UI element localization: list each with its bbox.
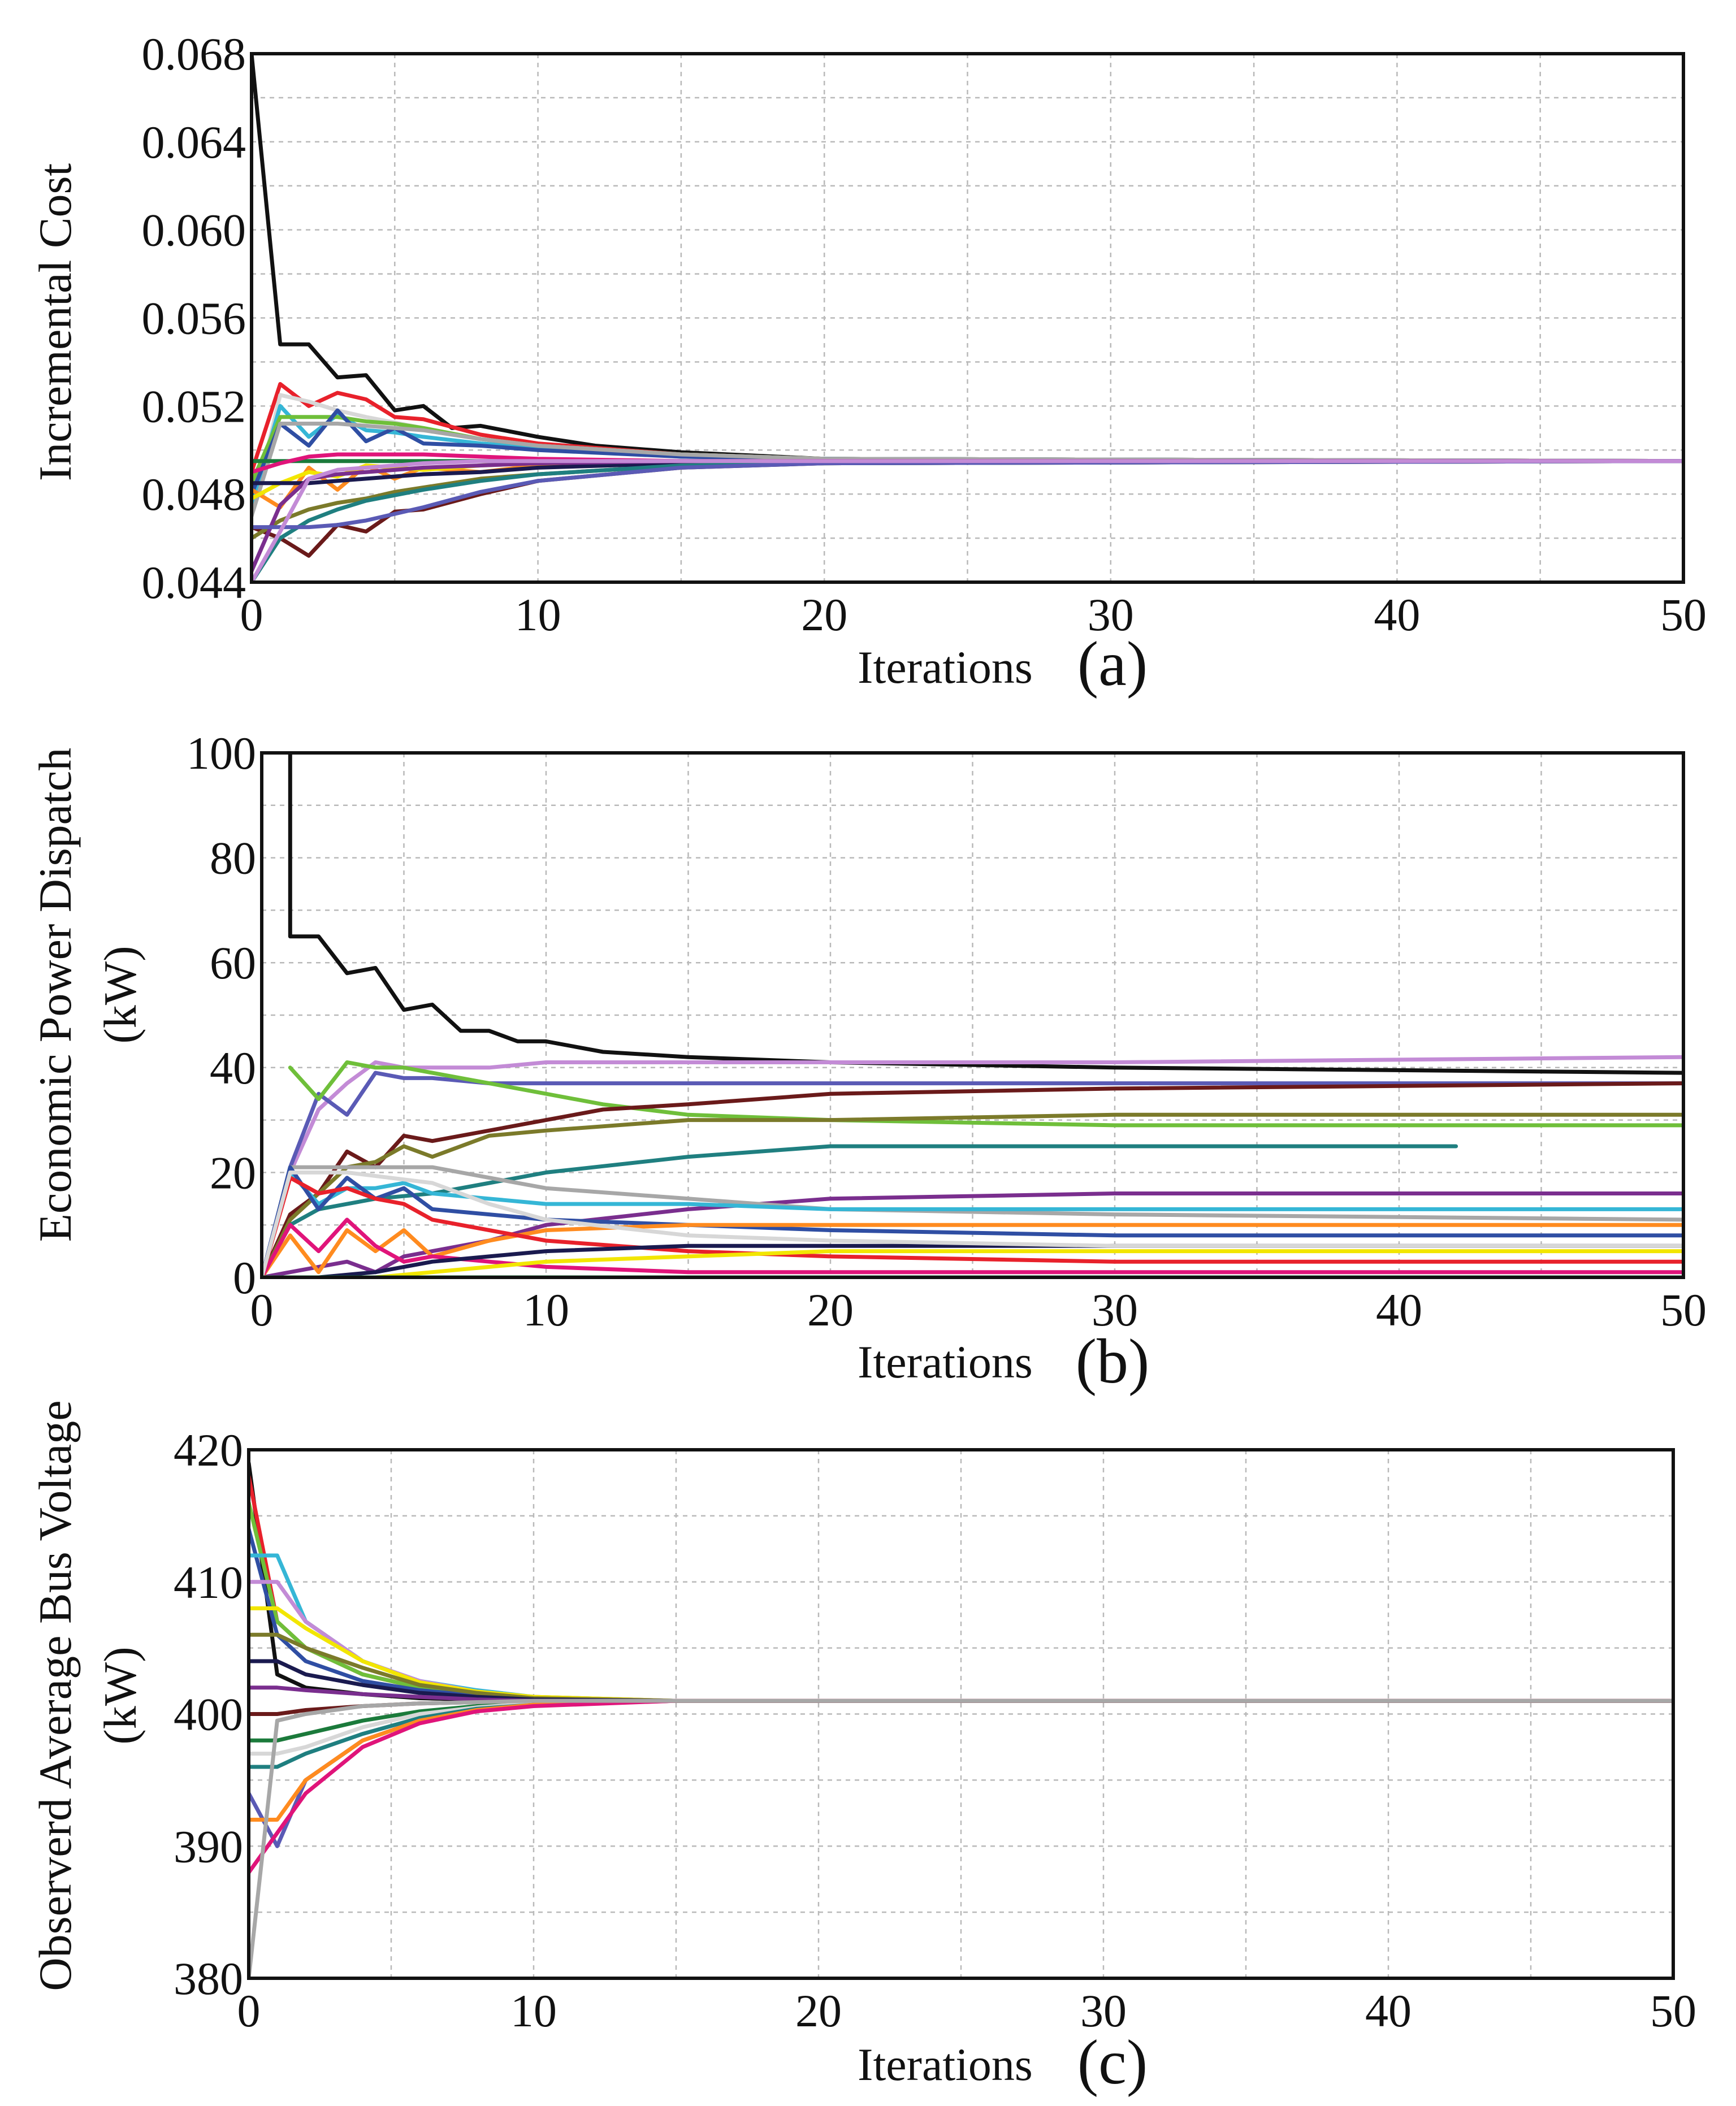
x-tick-label: 10 <box>510 1985 557 2036</box>
series-line-dg17 <box>252 459 1683 530</box>
x-tick-label: 50 <box>1650 1985 1696 2036</box>
x-axis-title: Iterations <box>858 642 1033 693</box>
x-tick-label: 40 <box>1365 1985 1412 2036</box>
chart-panel-b: Iterations (b) Economic Power Dispatch (… <box>29 727 1707 1397</box>
y-tick-label: 0 <box>233 1252 256 1303</box>
y-tick-label: 420 <box>174 1424 243 1476</box>
series-group <box>262 753 1683 1277</box>
y-tick-label: 400 <box>174 1689 243 1740</box>
series-line-dg7 <box>252 422 1683 518</box>
x-tick-label: 40 <box>1374 589 1420 640</box>
x-tick-label: 10 <box>523 1284 569 1336</box>
y-tick-label: 0.044 <box>142 557 246 608</box>
y-tick-label: 60 <box>210 937 256 989</box>
y-tick-label: 380 <box>174 1953 243 2004</box>
y-tick-label: 0.064 <box>142 116 246 168</box>
x-tick-label: 30 <box>1088 589 1134 640</box>
series-line-dg15 <box>262 1243 1683 1277</box>
x-tick-label: 20 <box>801 589 847 640</box>
series-line-dg1 <box>288 753 1683 1075</box>
x-tick-label: 30 <box>1080 1985 1127 2036</box>
series-group <box>249 1461 1673 1978</box>
y-tick-label: 0.052 <box>142 380 246 432</box>
y-tick-label: 0.056 <box>142 293 246 344</box>
series-line-dg3 <box>262 1071 1683 1277</box>
y-tick-label: 390 <box>174 1821 243 1872</box>
panel-label: (b) <box>1076 1327 1150 1397</box>
y-tick-label: 0.060 <box>142 205 246 256</box>
y-tick-label: 20 <box>210 1147 256 1198</box>
series-line-dg11 <box>262 1165 1683 1277</box>
y-tick-label: 100 <box>187 727 256 779</box>
x-axis-title: Iterations <box>858 2039 1033 2090</box>
x-tick-label: 0 <box>240 589 263 640</box>
x-tick-label: 0 <box>237 1985 261 2036</box>
x-tick-label: 0 <box>250 1284 274 1336</box>
plot-frame <box>260 751 1685 1279</box>
series-line-dg14 <box>262 1176 1683 1277</box>
series-line-dg17 <box>262 1170 1683 1277</box>
chart-panel-c: Iterations (c) Observerd Average Bus Vol… <box>29 1400 1696 2098</box>
y-axis-title: Economic Power Dispatch <box>29 748 81 1242</box>
x-tick-label: 40 <box>1376 1284 1422 1336</box>
series-line-dg8 <box>262 1191 1683 1277</box>
x-tick-label: 50 <box>1660 589 1707 640</box>
series-line-dg1 <box>252 54 1683 463</box>
panel-label: (a) <box>1077 629 1148 699</box>
y-tick-label: 410 <box>174 1557 243 1608</box>
panel-label: (c) <box>1077 2027 1148 2098</box>
grid <box>249 1450 1673 1978</box>
x-tick-label: 50 <box>1660 1284 1707 1336</box>
y-axis-unit: (kW) <box>94 1646 146 1744</box>
series-line-dg2 <box>262 1055 1683 1277</box>
y-axis-title: Incremental Cost <box>29 163 81 482</box>
plot-frame <box>247 1448 1675 1980</box>
series-line-dg7 <box>262 1144 1458 1277</box>
y-tick-label: 80 <box>210 833 256 884</box>
series-line-dg13 <box>249 1698 1673 1756</box>
y-axis-title: Observerd Average Bus Voltage <box>29 1400 81 1991</box>
x-tick-label: 10 <box>515 589 561 640</box>
x-tick-label: 20 <box>795 1985 842 2036</box>
series-line-dg13 <box>262 1217 1683 1277</box>
y-tick-label: 0.048 <box>142 469 246 520</box>
x-axis-title: Iterations <box>858 1336 1033 1388</box>
x-tick-label: 30 <box>1092 1284 1138 1336</box>
y-axis-unit: (kW) <box>94 946 146 1043</box>
series-line-dg10 <box>262 1170 1683 1277</box>
plot-frame <box>250 52 1685 584</box>
series-group <box>252 54 1683 582</box>
y-tick-label: 40 <box>210 1042 256 1094</box>
grid <box>252 54 1683 582</box>
x-tick-label: 20 <box>807 1284 854 1336</box>
series-line-dg18 <box>252 459 1683 582</box>
y-tick-label: 0.068 <box>142 28 246 80</box>
series-line-dg18 <box>249 1698 1673 1978</box>
chart-panel-a: Iterations (a) Incremental Cost 0 10 20 30 4… <box>29 28 1707 699</box>
